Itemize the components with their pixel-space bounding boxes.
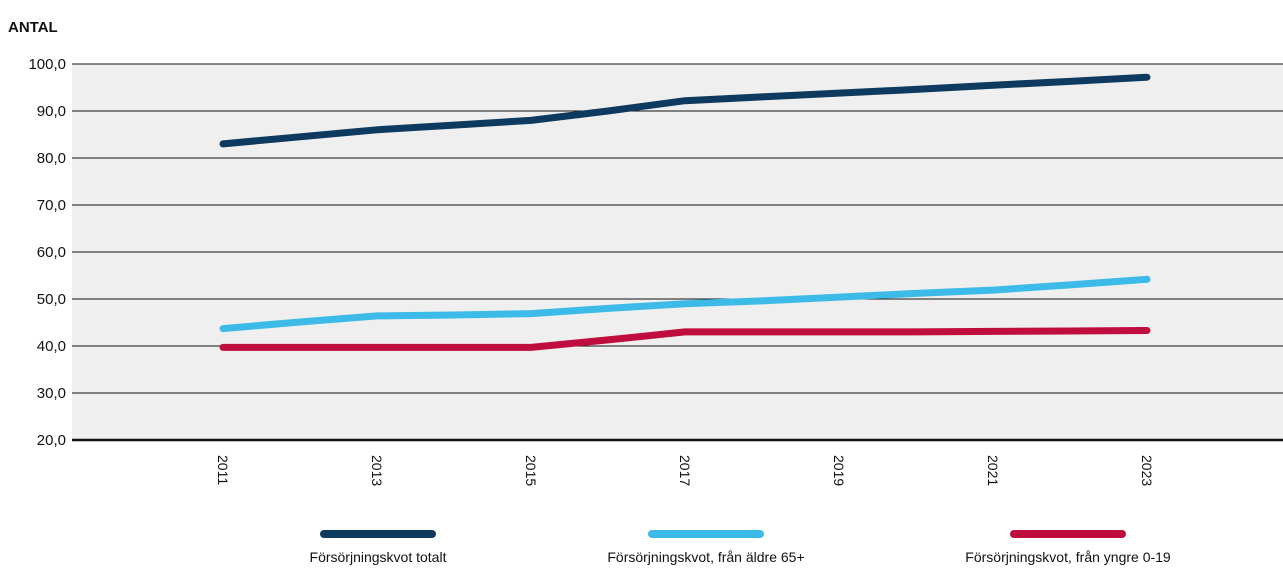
legend-item: Försörjningskvot totalt (310, 530, 447, 565)
legend-label: Försörjningskvot, från yngre 0-19 (965, 549, 1171, 565)
legend-item: Försörjningskvot, från äldre 65+ (607, 530, 805, 565)
y-tick-label: 100,0 (28, 56, 66, 73)
y-tick-label: 40,0 (37, 338, 66, 355)
legend-label: Försörjningskvot, från äldre 65+ (607, 549, 804, 565)
y-axis-title: ANTAL (8, 19, 58, 36)
y-tick-label: 30,0 (37, 385, 66, 402)
y-tick-label: 50,0 (37, 291, 66, 308)
series-line-1 (219, 73, 1151, 148)
x-tick-label: 2021 (985, 455, 1001, 486)
series-line-2 (219, 275, 1151, 333)
y-tick-label: 90,0 (37, 103, 66, 120)
series-line-3 (219, 327, 1151, 351)
legend-label: Försörjningskvot totalt (310, 549, 447, 565)
x-tick-label: 2019 (831, 455, 847, 486)
x-tick-label: 2013 (369, 455, 385, 486)
x-tick-label: 2011 (215, 455, 231, 485)
y-tick-label: 70,0 (37, 197, 66, 214)
legend-item: Försörjningskvot, från yngre 0-19 (965, 530, 1171, 565)
legend: Försörjningskvot totalt Försörjningskvot,… (310, 530, 1171, 565)
x-tick-label: 2017 (677, 455, 693, 486)
y-tick-label: 60,0 (37, 244, 66, 261)
x-tick-label: 2023 (1139, 455, 1155, 486)
y-axis-ticks: 20,0 30,0 40,0 50,0 60,0 70,0 80,0 90,0 100,0 (28, 56, 66, 449)
x-axis-ticks: 2011 2013 2015 2017 2019 2021 2023 (215, 455, 1155, 486)
y-tick-label: 80,0 (37, 150, 66, 167)
y-tick-label: 20,0 (37, 432, 66, 449)
series-lines (219, 73, 1151, 351)
x-tick-label: 2015 (523, 455, 539, 486)
